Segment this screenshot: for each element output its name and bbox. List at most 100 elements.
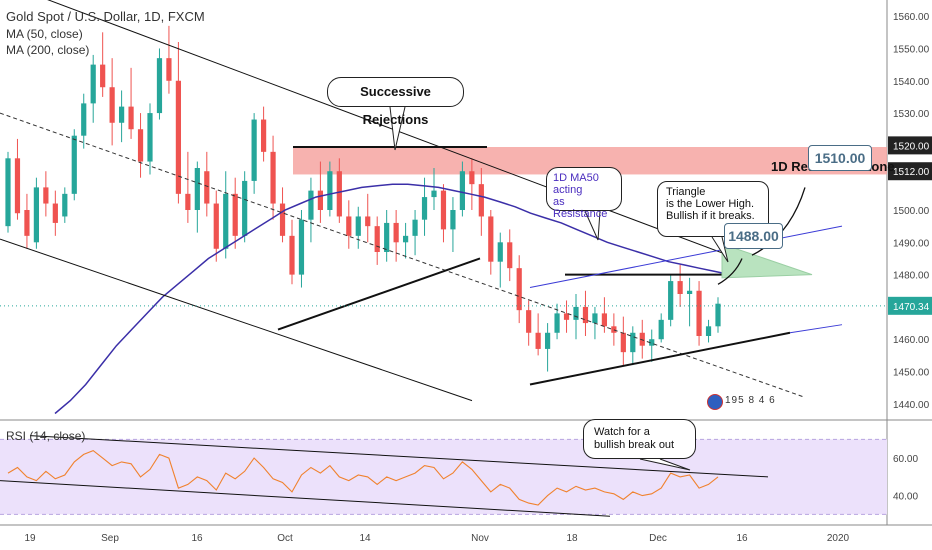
candle-body (346, 216, 352, 236)
y-tick-label: 1440.00 (893, 400, 930, 411)
rsi-watch-text-2: bullish break out (594, 439, 675, 451)
candle-body (242, 180, 248, 236)
candle-body (686, 290, 693, 294)
candle-body (166, 58, 172, 81)
candle-body (336, 171, 342, 217)
candle-body (232, 193, 238, 236)
triangle-support-ext (789, 324, 843, 334)
october-support-line (277, 257, 481, 331)
triangle-text-3: Bullish if it breaks. (666, 210, 755, 222)
candle-body (450, 210, 456, 230)
y-tick-label: 1520.00 (893, 141, 930, 152)
rsi-tick-label: 40.00 (893, 492, 918, 503)
arrow-to-1510 (751, 187, 806, 256)
y-tick-label: 1480.00 (893, 271, 930, 282)
rsi-watch-callout: Watch for a bullish break out (583, 419, 696, 459)
candle-body (14, 158, 21, 214)
candle-body (260, 119, 267, 152)
candle-body (185, 193, 191, 210)
candle-body (440, 190, 447, 230)
candle-body (696, 290, 702, 336)
candle-body (526, 310, 532, 333)
candle-body (384, 222, 390, 252)
candle-body (393, 222, 399, 243)
x-tick-label: 18 (566, 533, 578, 544)
candle-body (156, 58, 163, 114)
rising-resistance-line (529, 225, 843, 289)
x-tick-label: 19 (24, 533, 36, 544)
candle-body (128, 106, 134, 130)
candle-body (469, 171, 475, 185)
candle-body (497, 242, 503, 262)
ma50-resistance-callout: 1D MA50 acting as Resistance (546, 167, 622, 220)
candle-body (611, 326, 617, 333)
candle-body (100, 64, 106, 88)
candle-body (601, 313, 608, 327)
price-tag-5 (888, 162, 932, 181)
x-tick-label: 16 (736, 533, 748, 544)
ma50-line (54, 183, 731, 415)
candle-body (109, 87, 115, 123)
y-tick-label: 1512.00 (893, 167, 930, 178)
candle-body (298, 219, 305, 275)
y-tick-label: 1560.00 (893, 12, 930, 23)
candle-body (279, 203, 286, 236)
us-flag-icon[interactable] (707, 394, 723, 410)
candle-body (52, 203, 58, 223)
candle-body (308, 190, 314, 220)
candle-body (431, 190, 437, 198)
candle-body (147, 113, 153, 162)
candle-body (677, 281, 683, 294)
candle-body (194, 168, 200, 210)
x-tick-label: Nov (471, 533, 489, 544)
rsi-band (0, 439, 887, 515)
successive-rejections-callout: Successive Rejections (327, 77, 464, 127)
y-tick-label: 1450.00 (893, 368, 930, 379)
candle-body (705, 326, 712, 336)
candle-body (90, 64, 96, 104)
arrow-to-1488 (717, 258, 743, 285)
flag-counts: 195 8 4 6 (725, 395, 776, 406)
y-tick-label: 1530.00 (893, 109, 930, 120)
x-tick-label: 2020 (827, 533, 850, 544)
candle-body (175, 80, 182, 194)
target-1488-box: 1488.00 (724, 223, 783, 249)
candle-body (658, 319, 664, 340)
candle-body (355, 216, 361, 236)
candle-body (327, 171, 333, 210)
y-tick-label: 1540.00 (893, 77, 930, 88)
candle-body (459, 171, 466, 210)
chart-title: Gold Spot / U.S. Dollar, 1D, FXCM (6, 9, 205, 24)
candle-body (374, 226, 380, 252)
triangle-shape (721, 243, 813, 279)
y-tick-label: 1470.34 (893, 302, 930, 313)
candle-body (412, 219, 418, 236)
x-tick-label: Oct (277, 533, 293, 544)
y-tick-label: 1490.00 (893, 238, 930, 249)
candle-body (289, 235, 295, 275)
candle-body (5, 158, 11, 227)
legend-ma200: MA (200, close) (6, 43, 90, 57)
dashed-channel-line (0, 112, 806, 398)
candle-body (592, 313, 598, 324)
candle-body (554, 313, 560, 333)
x-tick-label: 16 (191, 533, 203, 544)
rsi-lower-trend (0, 480, 611, 517)
x-tick-label: Dec (649, 533, 667, 544)
callout-2-pointer (584, 210, 601, 241)
candle-body (630, 332, 636, 353)
x-tick-label: Sep (101, 533, 119, 544)
candle-body (24, 210, 30, 236)
rsi-upper-trend (29, 435, 769, 478)
candle-body (251, 119, 257, 181)
rsi-line (7, 449, 719, 506)
legend-ma50: MA (50, close) (6, 27, 83, 41)
x-tick-label: 14 (359, 533, 371, 544)
rsi-legend: RSI (14, close) (6, 429, 86, 443)
candle-body (649, 339, 655, 346)
candle-body (715, 303, 721, 327)
candle-body (204, 171, 210, 204)
candle-body (421, 197, 428, 220)
